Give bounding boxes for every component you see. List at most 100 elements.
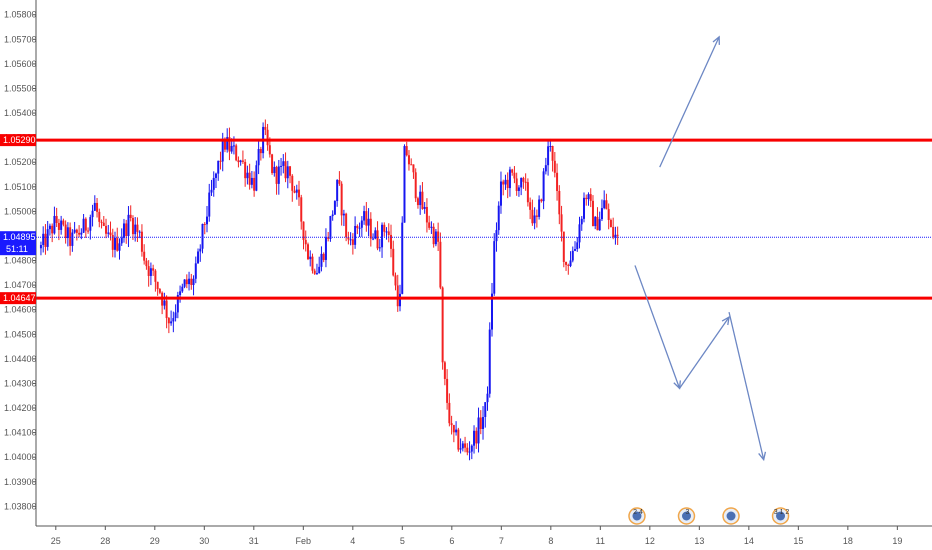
candle-body	[84, 218, 87, 231]
candle	[69, 222, 72, 256]
current-price-tag-bg	[0, 231, 36, 256]
candle-body	[131, 217, 134, 235]
candle-body	[60, 220, 63, 230]
economic-events[interactable]: 2 4 3 3 1 2	[628, 507, 790, 525]
candle-body	[197, 251, 200, 264]
candle-body	[170, 321, 173, 324]
economic-event-icon[interactable]: 3	[677, 507, 696, 525]
candle	[131, 215, 134, 240]
candle	[607, 203, 610, 230]
candle	[302, 221, 305, 250]
horizontal-levels[interactable]	[36, 138, 932, 300]
candle	[313, 268, 316, 275]
candle	[594, 216, 597, 230]
candle	[183, 279, 186, 289]
candle	[255, 160, 258, 192]
candle-body	[430, 226, 433, 228]
candle	[212, 171, 215, 197]
candle-body	[398, 293, 401, 307]
event-dot	[681, 511, 691, 521]
candle	[96, 198, 99, 218]
economic-event-icon[interactable]: 2 4	[628, 507, 646, 525]
x-tick-label: 25	[51, 536, 61, 546]
candle-body	[127, 214, 130, 236]
candle	[57, 218, 60, 241]
candle-body	[558, 190, 561, 215]
candle	[340, 181, 343, 226]
candle	[434, 228, 437, 247]
candle-body	[553, 160, 556, 173]
candle-body	[217, 160, 220, 174]
candle-body	[524, 181, 527, 183]
candle	[219, 151, 222, 170]
economic-event-icon[interactable]: 3 1 2	[771, 507, 790, 525]
candle-body	[306, 244, 309, 260]
candle	[143, 244, 146, 265]
candle-body	[55, 215, 58, 223]
candle	[336, 179, 339, 207]
candle-body	[64, 224, 67, 239]
resistance-tag-label: 1.05290	[3, 135, 36, 145]
candle-body	[333, 201, 336, 215]
candle-body	[154, 270, 157, 282]
candle-body	[174, 312, 177, 319]
candle-body	[452, 425, 455, 433]
candle-body	[149, 268, 152, 276]
candle	[459, 438, 462, 454]
candle	[140, 224, 143, 257]
candle	[567, 263, 570, 275]
candle-body	[91, 210, 94, 218]
candle-body	[455, 429, 458, 433]
x-tick-label: 12	[645, 536, 655, 546]
candle-body	[298, 189, 301, 198]
candle	[354, 216, 357, 249]
candle-body	[322, 253, 325, 260]
candle	[244, 159, 247, 187]
candle	[351, 233, 354, 255]
candle	[410, 158, 413, 166]
candle	[569, 251, 572, 268]
candle	[372, 233, 375, 241]
candle-body	[176, 295, 179, 313]
candle-body	[347, 237, 350, 240]
candle-body	[311, 256, 314, 271]
y-tick-label: 1.05600	[4, 59, 37, 69]
candle-body	[289, 166, 292, 176]
price-axis[interactable]: 1.058001.057001.056001.055001.054001.053…	[4, 0, 37, 526]
candle-body	[145, 260, 148, 267]
x-tick-label: 6	[449, 536, 454, 546]
candle-body	[596, 216, 599, 231]
candle	[42, 226, 45, 253]
candle	[587, 192, 590, 206]
time-axis[interactable]: 25 28 29 30 31 Feb 4 5 6 7 8 11 12 13 14 15 18 19	[36, 525, 932, 546]
y-tick-label: 1.03900	[4, 477, 37, 487]
candle	[363, 205, 366, 225]
x-tick-label: 14	[744, 536, 754, 546]
candle	[614, 226, 617, 245]
candle	[475, 427, 478, 449]
x-tick-label: 7	[499, 536, 504, 546]
candle-body	[188, 278, 191, 285]
candle	[116, 227, 119, 252]
candle-body	[143, 251, 146, 261]
candle-body	[273, 166, 276, 174]
candle-body	[327, 237, 330, 239]
economic-event-icon[interactable]	[722, 507, 740, 525]
candle-body	[565, 261, 568, 265]
candle	[320, 246, 323, 272]
y-tick-label: 1.04500	[4, 329, 37, 339]
candle	[165, 295, 168, 329]
candle-body	[228, 137, 231, 152]
candle-body	[464, 443, 467, 448]
candle	[506, 172, 509, 199]
candle	[358, 222, 361, 237]
candle-body	[392, 248, 395, 276]
candle	[210, 179, 213, 196]
candle	[556, 163, 559, 201]
candle	[376, 221, 379, 251]
candle	[257, 140, 260, 175]
candle-body	[87, 230, 90, 232]
candle	[127, 206, 130, 248]
candle	[468, 441, 471, 461]
